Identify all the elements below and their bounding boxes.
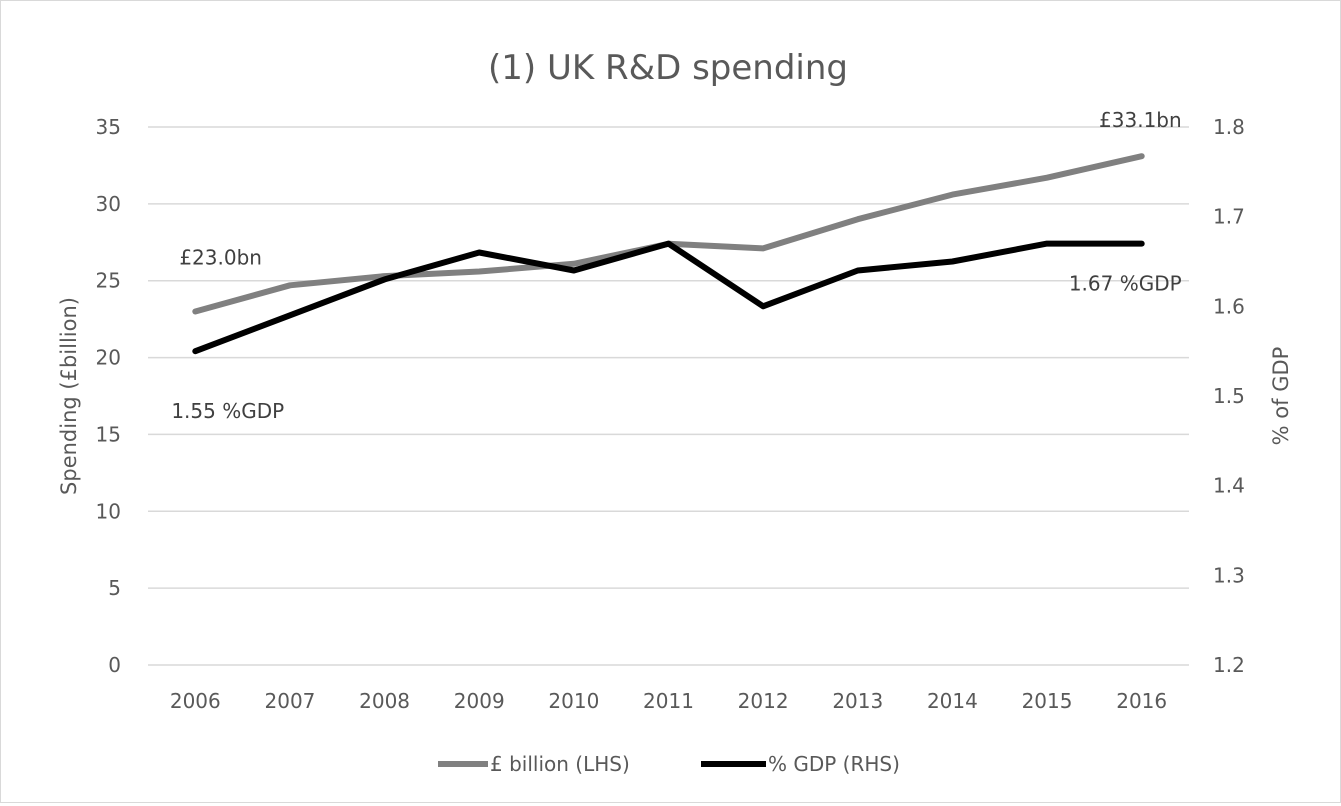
y-axis-right-ticks: 1.2 1.3 1.4 1.5 1.6 1.7 1.8: [1213, 115, 1245, 677]
annotations: £23.0bn £33.1bn 1.55 %GDP 1.67 %GDP: [171, 108, 1181, 423]
data-label: £33.1bn: [1099, 108, 1182, 132]
x-axis-ticks: 2006 2007 2008 2009 2010 2011 2012 2013 2014 2015…: [170, 689, 1167, 713]
y-left-tick-label: 10: [96, 499, 121, 523]
y-right-tick-label: 1.7: [1213, 205, 1245, 229]
legend-label: % GDP (RHS): [768, 752, 900, 776]
series-line: [192, 153, 1145, 315]
x-tick-label: 2012: [738, 689, 789, 713]
x-tick-label: 2014: [927, 689, 978, 713]
series-lines: [192, 153, 1145, 355]
x-tick-label: 2010: [548, 689, 599, 713]
y-axis-left-ticks: 0 5 10 15 20 25 30 35: [96, 115, 121, 677]
data-label: 1.67 %GDP: [1069, 272, 1182, 296]
x-tick-label: 2011: [643, 689, 694, 713]
x-tick-label: 2009: [454, 689, 505, 713]
chart-title: (1) UK R&D spending: [488, 48, 848, 88]
y-axis-right-label: % of GDP: [1269, 347, 1293, 446]
y-left-tick-label: 15: [96, 422, 121, 446]
data-label: £23.0bn: [179, 245, 262, 269]
y-axis-left-label: Spending (£billion): [57, 297, 81, 495]
y-left-tick-label: 0: [108, 653, 121, 677]
x-tick-label: 2006: [170, 689, 221, 713]
y-right-tick-label: 1.6: [1213, 294, 1245, 318]
grid: [148, 126, 1189, 666]
x-tick-label: 2007: [265, 689, 316, 713]
y-left-tick-label: 30: [96, 192, 121, 216]
y-right-tick-label: 1.4: [1213, 474, 1245, 498]
x-tick-label: 2015: [1022, 689, 1073, 713]
data-label: 1.55 %GDP: [171, 399, 284, 423]
x-tick-label: 2013: [832, 689, 883, 713]
x-tick-label: 2008: [359, 689, 410, 713]
series-line: [192, 240, 1145, 355]
y-right-tick-label: 1.3: [1213, 563, 1245, 587]
y-left-tick-label: 25: [96, 269, 121, 293]
y-left-tick-label: 35: [96, 115, 121, 139]
y-right-tick-label: 1.8: [1213, 115, 1245, 139]
legend: £ billion (LHS) % GDP (RHS): [438, 752, 900, 776]
x-tick-label: 2016: [1116, 689, 1167, 713]
legend-label: £ billion (LHS): [490, 752, 630, 776]
y-right-tick-label: 1.2: [1213, 653, 1245, 677]
y-left-tick-label: 5: [108, 576, 121, 600]
y-right-tick-label: 1.5: [1213, 384, 1245, 408]
y-left-tick-label: 20: [96, 346, 121, 370]
